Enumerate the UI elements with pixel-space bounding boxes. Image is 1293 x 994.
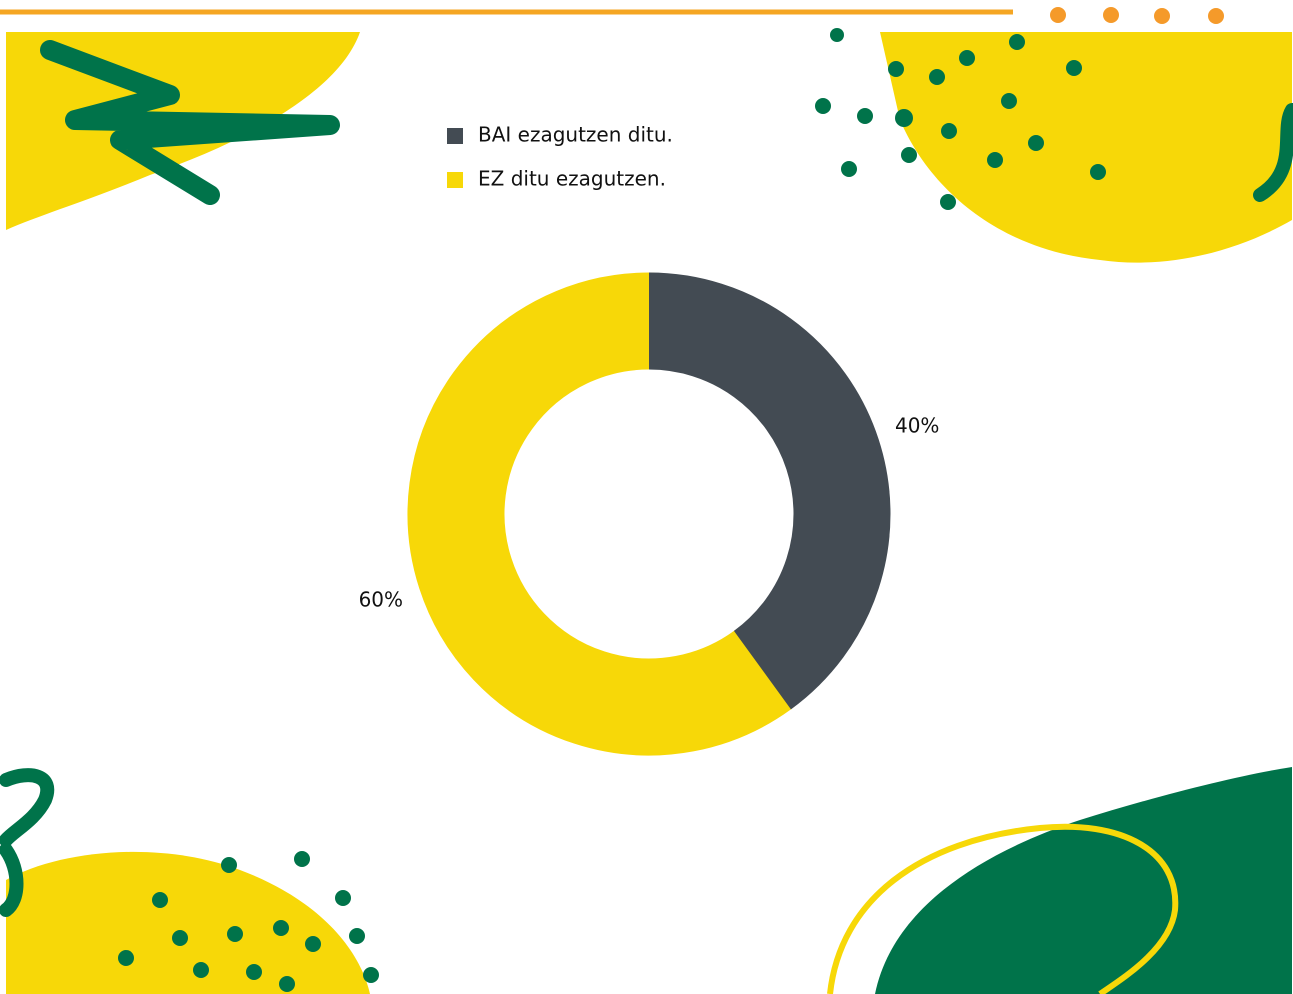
legend-label: BAI ezagutzen ditu. (478, 123, 673, 147)
donut-segment (407, 272, 811, 756)
legend-label: EZ ditu ezagutzen. (478, 167, 666, 191)
donut-segment (647, 272, 891, 710)
legend-swatch (447, 172, 463, 188)
donut: 60% 40% (359, 272, 939, 756)
data-label: 60% (359, 588, 403, 612)
legend-swatch (447, 128, 463, 144)
decoration (0, 7, 1293, 994)
legend: BAI ezagutzen ditu. EZ ditu ezagutzen. (447, 123, 673, 191)
data-label: 40% (895, 413, 939, 437)
